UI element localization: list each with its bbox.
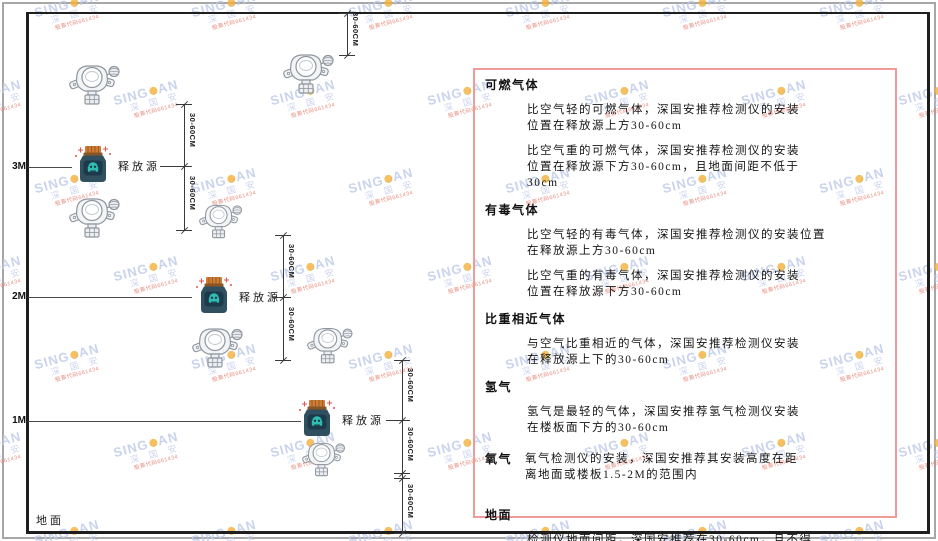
label-connector-line [160,166,184,167]
release-source-icon [71,144,115,184]
ground-label: 地面 [36,515,64,527]
dimension-value-label: 30-60CM [287,306,296,341]
section-paragraph: 比空气重的可燃气体，深国安推荐检测仪的安装 位置在释放源下方30-60cm，且地面… [527,145,800,189]
section-paragraph: 比空气重的有毒气体，深国安推荐检测仪的安装 位置在释放源下方30-60cm [527,270,800,298]
gas-detector-icon [69,195,121,239]
release-source-label: 释放源 [118,161,160,173]
guideline-section: 氢气 氢气是最轻的气体，深国安推荐氢气检测仪安装 在楼板面下方的30-60cm [485,379,883,436]
guideline-panel: 可燃气体比空气轻的可燃气体，深国安推荐检测仪的安装 位置在释放源上方30-60cm… [473,68,897,541]
guideline-section: 比重相近气体与空气比重相近的气体，深国安推荐检测仪安装 在释放源上下的30-60c… [485,311,883,368]
release-source-icon [192,275,236,315]
label-connector-line [272,297,283,298]
dimension-value-label: 30-60CM [406,427,415,462]
section-paragraph: 氢气是最轻的气体，深国安推荐氢气检测仪安装 在楼板面下方的30-60cm [527,406,800,434]
gas-detector-icon [69,62,121,106]
gas-detector-icon [283,51,335,95]
dimension-value-label: 30-60CM [406,368,415,403]
gas-detector-icon [307,325,354,365]
guideline-section: 地面检测仪地面间距，深国安推荐在30-60cm，且不得小于30cm，因为过低容易… [485,507,883,541]
label-connector-line [386,420,402,421]
dimension-line [347,13,348,55]
dimension-line [402,360,403,533]
guideline-section: 有毒气体比空气轻的有毒气体，深国安推荐检测仪的安装位置 在释放源上方30-60cm… [485,202,883,300]
section-heading: 可燃气体 [485,78,540,92]
height-label: 2M [12,291,26,302]
section-paragraph: 比空气轻的可燃气体，深国安推荐检测仪的安装 位置在释放源上方30-60cm [527,104,800,132]
section-paragraph: 检测仪地面间距，深国安推荐在30-60cm，且不得小于30cm，因为过低容易水溅… [527,534,813,541]
ceiling-line [26,12,930,14]
release-source-label: 释放源 [342,415,384,427]
dimension-value-label: 30-60CM [351,12,360,47]
dimension-value-label: 30-60CM [287,244,296,279]
height-label: 1M [12,415,26,426]
guideline-section: 氧气 氧气检测仪的安装，深国安推荐其安装高度在距 离地面或楼板1.5-2M的范围内 [485,451,883,483]
guideline-section: 可燃气体比空气轻的可燃气体，深国安推荐检测仪的安装 位置在释放源上方30-60cm… [485,77,883,191]
left-wall-line [26,12,29,534]
release-source-icon [295,398,339,438]
height-line [28,297,192,298]
section-heading: 比重相近气体 [485,312,567,326]
height-label: 3M [12,161,26,172]
section-heading: 氢气 [485,380,513,394]
gas-detector-icon [192,325,244,369]
dimension-value-label: 30-60CM [188,113,197,148]
height-line [28,421,301,422]
section-paragraph: 比空气轻的有毒气体，深国安推荐检测仪的安装位置 在释放源上方30-60cm [527,229,826,257]
right-wall-line [927,12,930,534]
dimension-value-label: 30-60CM [188,176,197,211]
section-heading: 地面 [485,508,513,522]
gas-detector-icon [302,440,346,477]
section-paragraph: 与空气比重相近的气体，深国安推荐检测仪安装 在释放源上下的30-60cm [527,338,800,366]
release-source-label: 释放源 [239,292,281,304]
section-heading: 氧气 [485,452,513,466]
section-paragraph: 氧气检测仪的安装，深国安推荐其安装高度在距 离地面或楼板1.5-2M的范围内 [525,453,798,481]
dimension-value-label: 30-60CM [406,483,415,518]
height-line [28,167,72,168]
ground-line [26,531,930,534]
section-body: 氧气检测仪的安装，深国安推荐其安装高度在距 离地面或楼板1.5-2M的范围内 [515,451,798,483]
gas-detector-icon [199,202,243,239]
section-heading: 有毒气体 [485,203,540,217]
